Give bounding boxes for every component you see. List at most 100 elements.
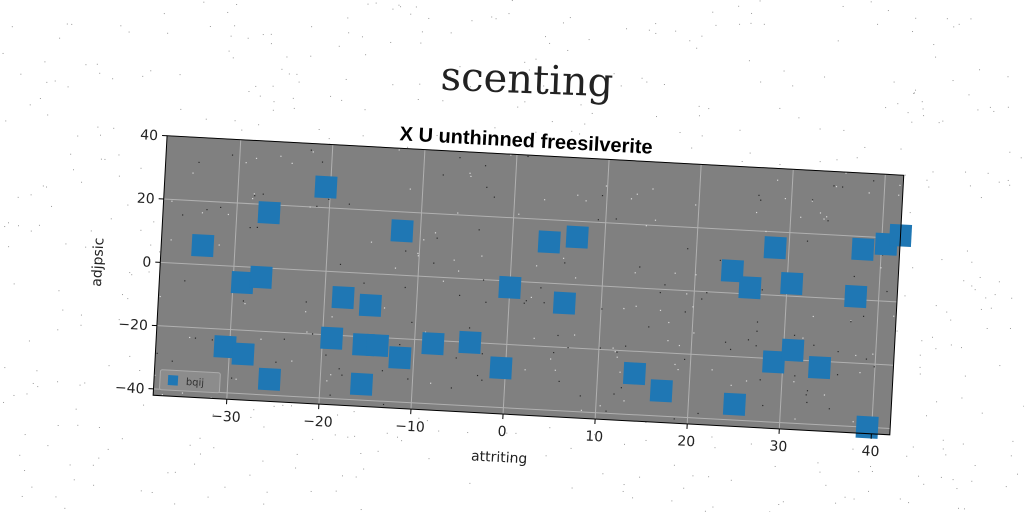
noise-speck	[298, 81, 300, 83]
noise-speck	[597, 219, 599, 221]
noise-speck	[382, 403, 385, 406]
noise-speck	[426, 420, 428, 422]
noise-speck	[527, 155, 529, 158]
noise-speck	[873, 366, 875, 368]
noise-speck	[837, 40, 839, 42]
noise-speck	[506, 432, 508, 434]
noise-speck	[571, 130, 573, 132]
noise-speck	[3, 401, 5, 403]
noise-speck	[442, 100, 444, 102]
noise-speck	[32, 382, 34, 384]
noise-speck	[562, 257, 565, 259]
noise-speck	[459, 157, 461, 159]
noise-speck	[96, 63, 98, 65]
noise-speck	[762, 404, 764, 407]
noise-speck	[759, 379, 761, 381]
noise-speck	[836, 159, 838, 161]
noise-speck	[24, 470, 26, 472]
noise-speck	[67, 86, 69, 88]
noise-speck	[151, 491, 153, 493]
noise-speck	[933, 44, 935, 46]
noise-speck	[19, 454, 21, 456]
noise-speck	[310, 149, 312, 151]
noise-speck	[750, 443, 752, 445]
noise-speck	[845, 172, 847, 174]
noise-speck	[599, 405, 601, 407]
noise-speck	[140, 167, 142, 169]
noise-speck	[683, 487, 685, 489]
noise-speck	[65, 243, 67, 245]
data-point	[489, 356, 513, 380]
noise-speck	[118, 319, 120, 321]
noise-speck	[624, 443, 626, 445]
noise-speck	[655, 23, 657, 25]
noise-speck	[92, 464, 94, 466]
noise-speck	[457, 270, 460, 272]
noise-speck	[77, 424, 79, 426]
noise-speck	[282, 404, 284, 406]
noise-speck	[364, 109, 366, 111]
noise-speck	[751, 12, 753, 14]
noise-speck	[482, 279, 485, 281]
noise-speck	[645, 439, 647, 441]
noise-speck	[569, 17, 571, 19]
noise-speck	[405, 250, 407, 252]
noise-speck	[850, 321, 852, 323]
noise-speck	[540, 287, 542, 289]
noise-speck	[118, 175, 120, 177]
noise-speck	[341, 99, 343, 101]
noise-speck	[623, 400, 625, 402]
noise-speck	[11, 26, 13, 28]
noise-speck	[251, 197, 254, 200]
noise-speck	[985, 297, 987, 299]
noise-speck	[515, 432, 517, 434]
noise-speck	[199, 437, 201, 439]
data-point	[565, 225, 589, 249]
noise-speck	[262, 193, 264, 195]
noise-speck	[272, 109, 274, 111]
noise-speck	[458, 294, 461, 297]
noise-speck	[280, 155, 282, 157]
noise-speck	[912, 31, 914, 33]
noise-speck	[862, 315, 865, 317]
noise-speck	[706, 292, 708, 294]
grid-line-x	[870, 174, 886, 434]
noise-speck	[263, 426, 265, 428]
noise-speck	[58, 290, 60, 292]
noise-speck	[220, 206, 222, 209]
noise-speck	[57, 425, 59, 427]
noise-speck	[85, 64, 87, 66]
noise-speck	[549, 42, 551, 44]
noise-speck	[998, 181, 1000, 183]
y-axis-label: adjpsic	[89, 237, 108, 287]
noise-speck	[37, 386, 39, 388]
noise-speck	[36, 370, 38, 372]
noise-speck	[963, 508, 965, 510]
noise-speck	[528, 69, 530, 71]
noise-speck	[987, 172, 989, 174]
noise-speck	[415, 6, 417, 8]
noise-speck	[579, 133, 581, 135]
noise-speck	[823, 218, 825, 220]
noise-speck	[481, 379, 483, 381]
noise-speck	[1011, 297, 1013, 299]
noise-speck	[620, 85, 622, 87]
noise-speck	[410, 13, 412, 15]
noise-speck	[417, 252, 419, 255]
noise-speck	[370, 241, 373, 243]
noise-speck	[880, 267, 882, 269]
noise-speck	[893, 315, 895, 317]
noise-speck	[612, 347, 614, 349]
noise-speck	[835, 502, 837, 504]
noise-speck	[935, 56, 937, 58]
noise-speck	[39, 98, 41, 100]
noise-speck	[331, 316, 333, 318]
data-point	[763, 236, 787, 260]
noise-speck	[256, 226, 258, 229]
noise-speck	[71, 23, 73, 25]
noise-speck	[613, 73, 615, 75]
noise-speck	[207, 496, 209, 498]
data-point	[390, 219, 414, 243]
noise-speck	[51, 205, 53, 207]
noise-speck	[918, 475, 920, 477]
